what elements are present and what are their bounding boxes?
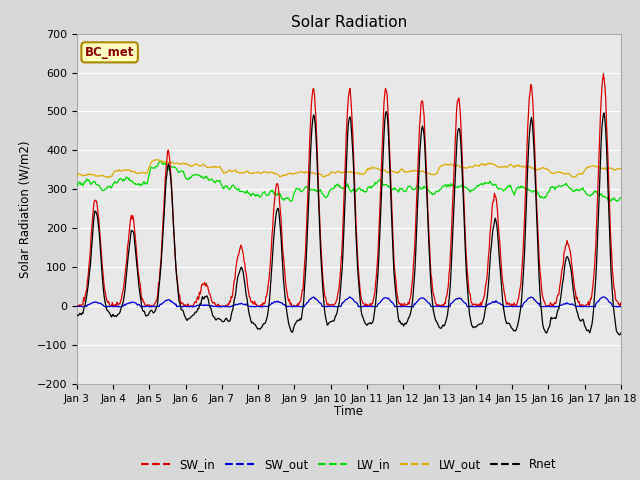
LW_in — [195, 172, 202, 178]
LW_out — [433, 171, 440, 177]
SW_out — [195, 302, 202, 308]
SW_out — [115, 304, 122, 310]
LW_out — [152, 156, 160, 162]
Rnet — [416, 155, 424, 160]
SW_in — [416, 123, 424, 129]
SW_in — [600, 71, 607, 77]
LW_out — [417, 168, 424, 174]
LW_out — [103, 175, 111, 180]
SW_in — [195, 296, 202, 302]
Rnet — [223, 316, 230, 322]
LW_in — [157, 158, 164, 164]
LW_in — [139, 182, 147, 188]
LW_out — [196, 163, 204, 169]
LW_out — [140, 169, 147, 175]
SW_out — [617, 304, 625, 310]
Line: SW_in: SW_in — [77, 74, 621, 306]
SW_in — [84, 278, 92, 284]
SW_out — [83, 304, 90, 310]
Text: BC_met: BC_met — [85, 46, 134, 59]
Rnet — [617, 330, 625, 336]
SW_in — [73, 302, 81, 308]
Rnet — [616, 332, 623, 338]
SW_out — [433, 304, 440, 310]
LW_in — [617, 195, 625, 201]
LW_in — [83, 176, 90, 182]
SW_out — [140, 303, 147, 309]
LW_in — [613, 199, 621, 204]
Legend: SW_in, SW_out, LW_in, LW_out, Rnet: SW_in, SW_out, LW_in, LW_out, Rnet — [136, 454, 562, 476]
LW_out — [83, 173, 90, 179]
LW_in — [416, 184, 424, 190]
LW_out — [73, 173, 81, 179]
LW_in — [431, 190, 439, 195]
LW_in — [73, 183, 81, 189]
Line: Rnet: Rnet — [77, 111, 621, 335]
LW_in — [223, 184, 231, 190]
SW_out — [417, 296, 424, 301]
SW_in — [617, 300, 625, 306]
Title: Solar Radiation: Solar Radiation — [291, 15, 407, 30]
SW_in — [431, 300, 439, 306]
Rnet — [383, 108, 390, 114]
X-axis label: Time: Time — [334, 405, 364, 418]
Rnet — [83, 293, 90, 299]
Rnet — [139, 308, 147, 313]
Rnet — [73, 312, 81, 318]
SW_out — [73, 303, 81, 309]
Line: LW_out: LW_out — [77, 159, 621, 178]
SW_in — [140, 299, 147, 305]
SW_in — [223, 303, 231, 309]
LW_out — [224, 168, 232, 174]
SW_out — [346, 294, 354, 300]
SW_in — [74, 303, 81, 309]
Rnet — [194, 306, 202, 312]
LW_out — [617, 166, 625, 171]
Line: LW_in: LW_in — [77, 161, 621, 202]
Rnet — [431, 317, 439, 323]
Line: SW_out: SW_out — [77, 297, 621, 307]
Y-axis label: Solar Radiation (W/m2): Solar Radiation (W/m2) — [18, 140, 31, 277]
SW_out — [223, 304, 231, 310]
